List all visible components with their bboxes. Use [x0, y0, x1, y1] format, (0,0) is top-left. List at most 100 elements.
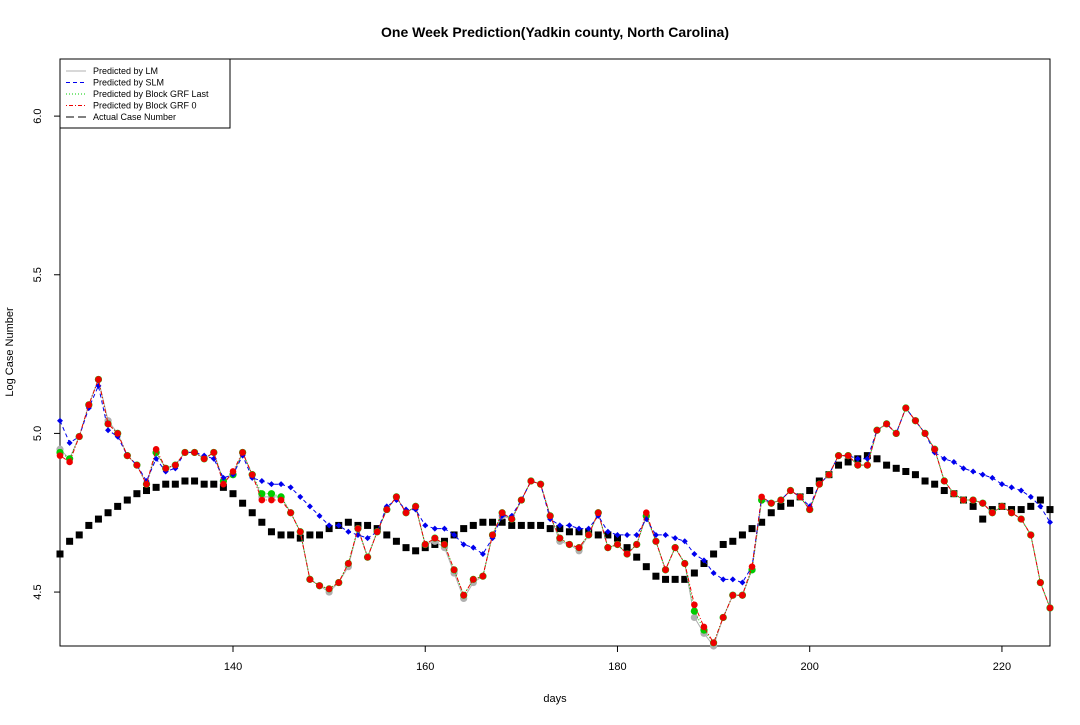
- data-point: [883, 420, 890, 428]
- data-point: [710, 550, 718, 558]
- legend-label: Predicted by SLM: [93, 78, 164, 88]
- data-point: [517, 521, 525, 529]
- data-point: [258, 518, 266, 526]
- data-point: [114, 502, 122, 510]
- data-point: [297, 493, 304, 500]
- data-point: [345, 560, 352, 567]
- data-point: [787, 487, 794, 494]
- y-tick-label: 6.0: [32, 108, 44, 123]
- data-point: [902, 467, 910, 475]
- data-point: [594, 531, 602, 539]
- data-point: [998, 481, 1005, 488]
- data-point: [267, 490, 276, 498]
- data-point: [835, 452, 842, 459]
- data-point: [710, 639, 717, 647]
- data-point: [470, 576, 477, 583]
- data-point: [1037, 503, 1044, 510]
- data-point: [825, 471, 833, 478]
- data-point: [1027, 531, 1035, 539]
- data-point: [672, 535, 679, 542]
- data-point: [623, 550, 631, 558]
- data-point: [940, 477, 948, 485]
- data-point: [1017, 506, 1025, 514]
- data-point: [1027, 493, 1034, 500]
- data-point: [316, 512, 323, 519]
- data-point: [911, 471, 919, 479]
- data-point: [412, 503, 419, 510]
- data-point: [1036, 496, 1044, 504]
- data-point: [979, 515, 987, 523]
- data-point: [152, 483, 160, 491]
- series-3: [56, 376, 1054, 647]
- legend: Predicted by LM Predicted by SLM Predicted…: [59, 58, 231, 129]
- data-point: [1008, 484, 1015, 491]
- data-point: [287, 484, 294, 491]
- data-point: [412, 547, 420, 555]
- data-point: [345, 528, 352, 535]
- data-point: [863, 452, 871, 460]
- data-point: [508, 521, 516, 529]
- data-point: [1008, 509, 1015, 517]
- data-point: [729, 576, 736, 583]
- data-point: [66, 458, 73, 466]
- data-point: [556, 534, 564, 542]
- data-point: [57, 417, 63, 424]
- data-point: [200, 455, 208, 463]
- data-point: [565, 528, 573, 536]
- data-point: [306, 531, 314, 539]
- data-point: [392, 537, 400, 545]
- data-point: [441, 541, 448, 548]
- data-point: [316, 531, 324, 539]
- data-point: [690, 607, 698, 615]
- data-point: [325, 585, 333, 593]
- data-point: [431, 534, 439, 542]
- data-point: [700, 623, 708, 631]
- data-point: [998, 503, 1006, 510]
- data-point: [594, 509, 602, 517]
- series-line: [59, 384, 1051, 584]
- data-point: [104, 420, 112, 428]
- data-point: [66, 537, 74, 545]
- legend-label: Predicted by Block GRF 0: [93, 101, 197, 111]
- data-point: [623, 544, 631, 552]
- legend-label: Predicted by LM: [93, 66, 158, 76]
- data-point: [739, 579, 746, 586]
- data-point: [700, 557, 707, 564]
- data-point: [1047, 519, 1053, 526]
- data-point: [85, 401, 93, 409]
- data-point: [546, 512, 554, 520]
- data-point: [239, 499, 247, 507]
- data-point: [873, 426, 881, 434]
- data-point: [393, 493, 400, 501]
- data-point: [296, 528, 304, 536]
- data-point: [296, 534, 304, 542]
- data-point: [700, 560, 708, 568]
- data-point: [941, 455, 948, 462]
- data-point: [1046, 604, 1054, 612]
- data-point: [153, 455, 160, 462]
- data-point: [56, 452, 64, 459]
- data-point: [738, 531, 746, 539]
- data-point: [277, 496, 285, 504]
- data-point: [969, 502, 977, 510]
- data-point: [229, 490, 237, 498]
- y-tick-label: 5.0: [32, 426, 44, 441]
- data-point: [268, 496, 275, 504]
- data-point: [441, 525, 448, 532]
- data-point: [690, 613, 698, 622]
- data-point: [950, 458, 957, 465]
- data-point: [460, 525, 468, 533]
- data-point: [748, 525, 756, 533]
- data-point: [104, 509, 112, 517]
- data-point: [344, 518, 352, 526]
- data-point: [95, 376, 102, 383]
- data-point: [989, 474, 996, 481]
- data-point: [306, 576, 314, 583]
- data-point: [114, 430, 121, 437]
- data-point: [931, 480, 939, 488]
- data-point: [85, 521, 93, 529]
- data-point: [970, 468, 977, 475]
- data-point: [75, 433, 83, 440]
- data-point: [278, 481, 285, 488]
- data-point: [508, 515, 516, 523]
